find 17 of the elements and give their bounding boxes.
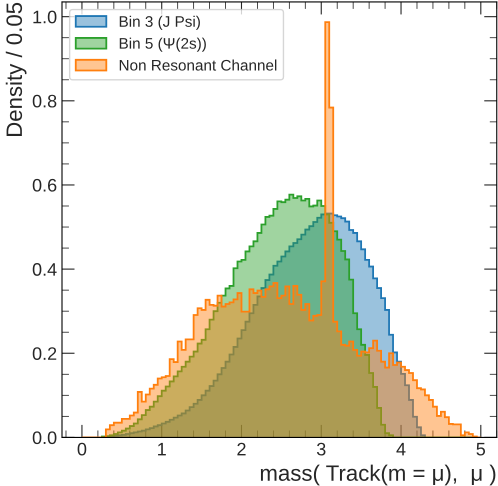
legend-label: Non Resonant Channel <box>120 59 276 71</box>
x-tick-label: 0 <box>78 442 86 456</box>
x-tick-label: 2 <box>237 442 246 456</box>
legend-label: Bin 3 (J Psi) <box>120 16 200 30</box>
x-tick-label: 5 <box>476 442 486 456</box>
y-tick-label: 0.2 <box>32 347 56 360</box>
y-tick-label: 0.0 <box>32 431 56 444</box>
x-axis-title: mass( Track(m = μ), μ ) <box>260 464 496 486</box>
y-tick-label: 0.4 <box>32 263 57 276</box>
y-tick-label: 1.0 <box>33 10 56 24</box>
y-tick-label: 0.6 <box>32 178 56 192</box>
x-tick-label: 4 <box>396 442 406 456</box>
legend-label: Bin 5 (Ψ(2s)) <box>120 38 206 52</box>
y-axis-title: Density / 0.05 <box>6 2 26 136</box>
y-tick-label: 0.8 <box>32 94 56 108</box>
x-tick-label: 3 <box>316 442 326 456</box>
x-tick-label: 1 <box>158 442 166 456</box>
